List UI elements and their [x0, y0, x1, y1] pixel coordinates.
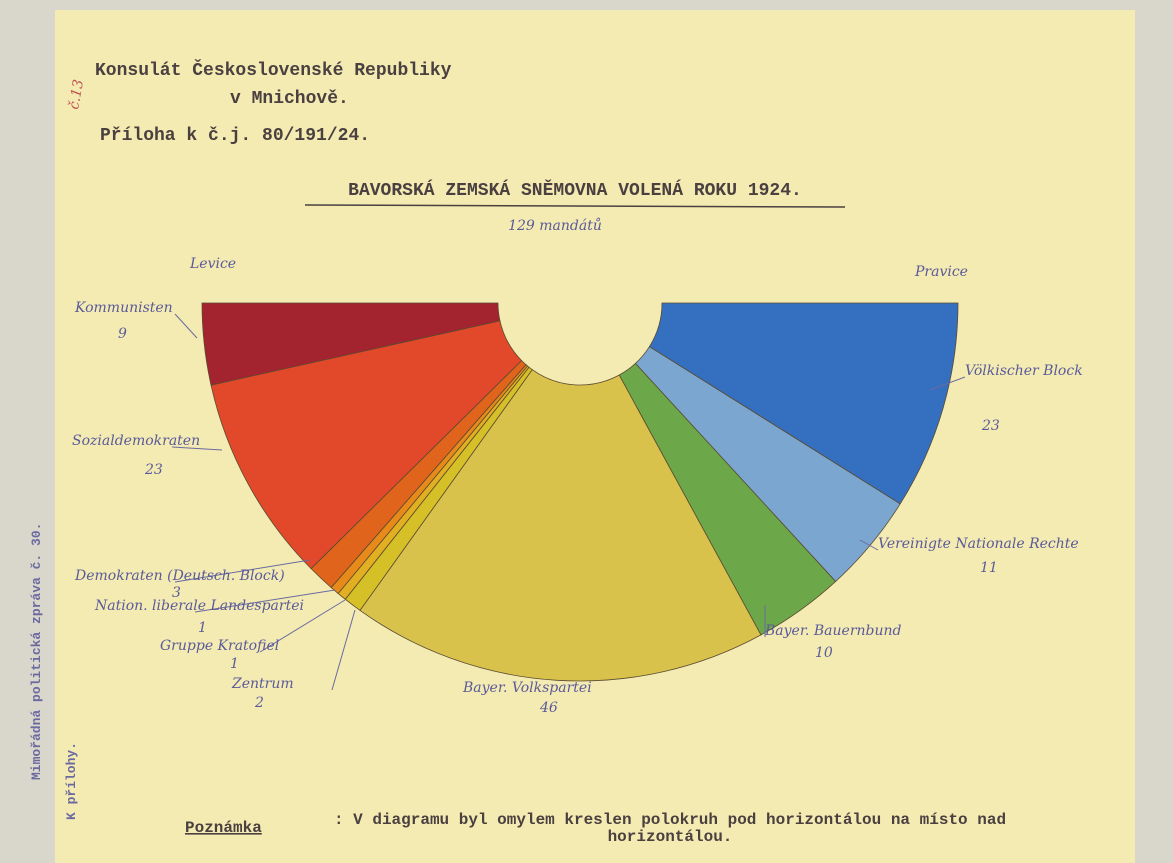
segment-value: 9: [118, 326, 127, 342]
segment-name: Kommunisten: [74, 300, 173, 316]
note-text: : V diagramu byl omylem kreslen polokruh…: [290, 812, 1050, 846]
segment-name: Gruppe Kratofiel: [160, 638, 279, 654]
segment-name: Demokraten (Deutsch. Block): [74, 568, 285, 584]
photo: Konsulát Československé Republiky v Mnic…: [0, 0, 1173, 863]
header-line: Konsulát Československé Republiky: [95, 59, 452, 81]
segment-value: 1: [198, 620, 207, 636]
segment-value: 11: [980, 560, 998, 576]
segment-value: 10: [815, 645, 833, 661]
segment-name: Vereinigte Nationale Rechte: [878, 536, 1079, 552]
segment-name: Nation. liberale Landespartei: [94, 598, 304, 614]
side-note: Mimořádná politická zpráva č. 30.: [29, 523, 44, 780]
note-label: Poznámka: [185, 819, 262, 837]
chart-subtitle: 129 mandátů: [508, 217, 602, 234]
segment-value: 23: [144, 462, 163, 478]
segment-value: 46: [539, 700, 558, 716]
segment-value: 1: [230, 656, 239, 672]
side-note: K přílohy.: [64, 742, 79, 820]
header-line: Příloha k č.j. 80/191/24.: [100, 126, 370, 146]
left-label: Levice: [189, 256, 236, 272]
segment-name: Völkischer Block: [965, 363, 1083, 379]
segment-value: 23: [981, 418, 1000, 434]
segment-value: 2: [254, 695, 264, 711]
segment-name: Bayer. Bauernbund: [764, 623, 902, 639]
segment-name: Zentrum: [231, 676, 294, 692]
segment-name: Bayer. Volkspartei: [462, 680, 592, 696]
right-label: Pravice: [914, 264, 968, 280]
page: Konsulát Československé Republiky v Mnic…: [0, 0, 1173, 863]
header-line: v Mnichově.: [230, 89, 349, 109]
segment-name: Sozialdemokraten: [72, 433, 200, 449]
note-box: : V diagramu byl omylem kreslen polokruh…: [290, 812, 1050, 862]
chart-title: BAVORSKÁ ZEMSKÁ SNĚMOVNA VOLENÁ ROKU 192…: [348, 179, 802, 201]
